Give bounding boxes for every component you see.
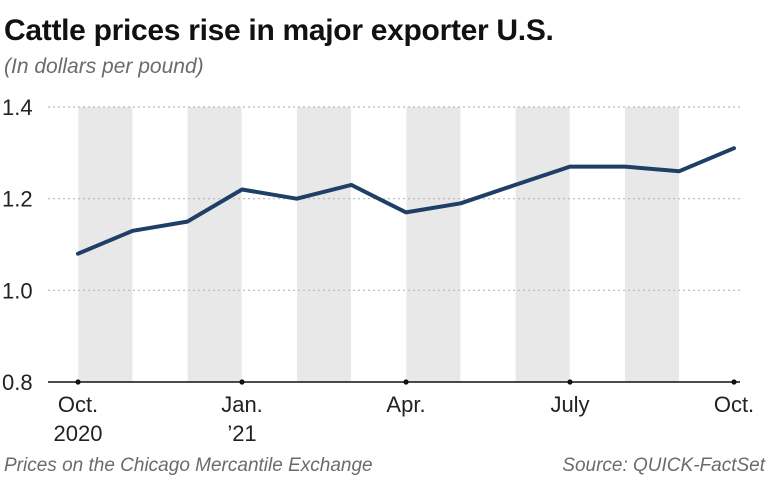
month-band xyxy=(297,107,351,382)
x-tick-label: July xyxy=(550,392,589,417)
month-band xyxy=(187,107,242,382)
month-band xyxy=(406,107,461,382)
y-tick-label: 0.8 xyxy=(2,370,33,395)
chart-subtitle: (In dollars per pound) xyxy=(4,55,204,78)
x-tick-label: Oct. xyxy=(714,392,754,417)
x-tick xyxy=(567,379,573,385)
y-tick-label: 1.0 xyxy=(2,278,33,303)
footer-note: Prices on the Chicago Mercantile Exchang… xyxy=(4,455,373,476)
month-band xyxy=(515,107,570,382)
x-tick xyxy=(731,379,737,385)
x-tick-sublabel: ’21 xyxy=(227,421,256,446)
month-band xyxy=(78,107,133,382)
x-tick xyxy=(403,379,409,385)
price-series-line xyxy=(76,146,736,256)
y-tick-label: 1.4 xyxy=(2,95,33,120)
month-band xyxy=(625,107,679,382)
x-tick-label: Oct. xyxy=(58,392,98,417)
x-tick xyxy=(75,379,81,385)
x-tick-label: Apr. xyxy=(386,392,425,417)
x-tick-label: Jan. xyxy=(221,392,263,417)
x-tick xyxy=(239,379,245,385)
footer-source: Source: QUICK-FactSet xyxy=(562,455,765,476)
x-tick-sublabel: 2020 xyxy=(54,421,103,446)
y-tick-label: 1.2 xyxy=(2,187,33,212)
chart-title: Cattle prices rise in major exporter U.S… xyxy=(4,14,554,47)
